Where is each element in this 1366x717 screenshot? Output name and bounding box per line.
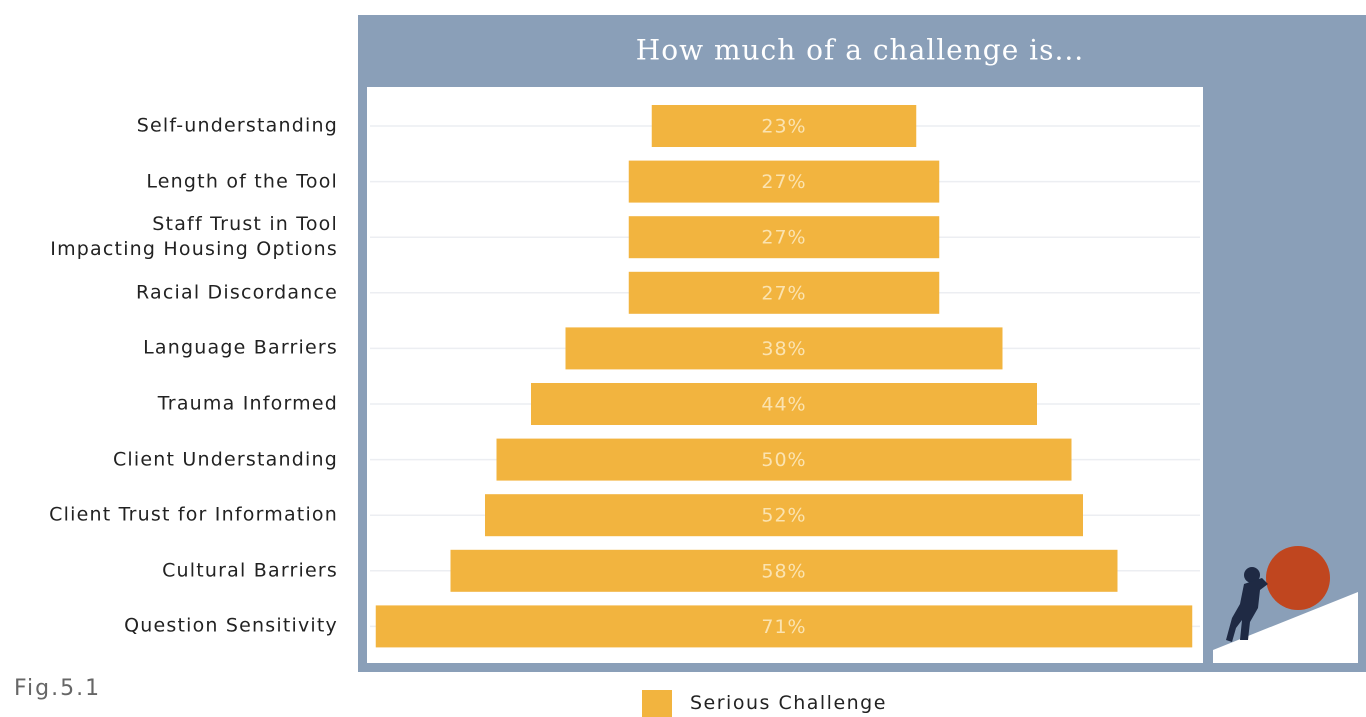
bar bbox=[375, 605, 1193, 648]
pusher-icon bbox=[1226, 567, 1268, 642]
value-label: 50% bbox=[761, 449, 806, 471]
category-label: Trauma Informed bbox=[157, 392, 338, 415]
value-label: 71% bbox=[761, 616, 806, 638]
category-label: Length of the Tool bbox=[146, 170, 338, 193]
value-label: 52% bbox=[761, 505, 806, 527]
bar bbox=[651, 105, 917, 147]
bar bbox=[628, 216, 940, 259]
value-label: 27% bbox=[761, 227, 806, 249]
value-label: 27% bbox=[761, 171, 806, 193]
bar bbox=[496, 438, 1072, 481]
value-label: 27% bbox=[761, 282, 806, 304]
category-label: Racial Discordance bbox=[136, 281, 338, 304]
boulder bbox=[1266, 546, 1330, 610]
slope bbox=[1213, 592, 1358, 663]
figure-caption: Fig.5.1 bbox=[14, 676, 102, 701]
value-label: 58% bbox=[761, 560, 806, 582]
legend-label: Serious Challenge bbox=[690, 692, 887, 714]
bar bbox=[450, 549, 1118, 592]
value-label: 23% bbox=[761, 116, 806, 138]
value-label: 38% bbox=[761, 338, 806, 360]
category-label: Cultural Barriers bbox=[162, 559, 338, 582]
category-label: Staff Trust in Tool Impacting Housing Op… bbox=[50, 213, 338, 261]
chart-title: How much of a challenge is... bbox=[636, 34, 1084, 67]
bar bbox=[485, 494, 1083, 537]
category-label: Client Trust for Information bbox=[49, 503, 338, 526]
legend-swatch bbox=[642, 690, 672, 717]
category-label: Client Understanding bbox=[112, 448, 338, 471]
bar bbox=[628, 271, 940, 314]
bar bbox=[628, 160, 940, 203]
value-label: 44% bbox=[761, 394, 806, 416]
category-label: Self-understanding bbox=[136, 114, 338, 137]
category-label: Language Barriers bbox=[143, 336, 338, 359]
category-label: Question Sensitivity bbox=[124, 614, 338, 637]
bar bbox=[565, 327, 1003, 370]
bar bbox=[531, 383, 1037, 425]
